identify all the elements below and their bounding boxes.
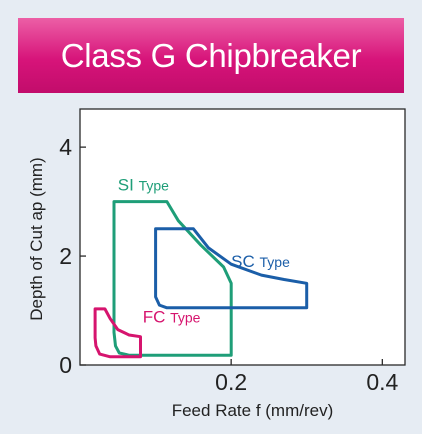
y-tick-label: 2 <box>59 243 72 269</box>
si-type-label: SI Type <box>118 176 169 195</box>
x-tick-label: 0.2 <box>215 369 247 395</box>
si-type-region <box>112 200 233 357</box>
fc-type-label: FC Type <box>143 308 201 327</box>
sc-type-region <box>154 227 309 310</box>
plot-frame <box>79 108 406 366</box>
chart-title: Class G Chipbreaker <box>60 36 362 74</box>
y-axis-label: Depth of Cut ap (mm) <box>27 157 46 320</box>
y-tick-label: 4 <box>59 134 72 160</box>
title-banner: Class G Chipbreaker <box>18 18 404 93</box>
x-axis-label: Feed Rate f (mm/rev) <box>172 401 334 420</box>
fc-type-region <box>93 307 142 359</box>
x-tick-label: 0.4 <box>366 369 398 395</box>
y-tick-label: 0 <box>59 352 72 378</box>
sc-type-label: SC Type <box>231 252 290 271</box>
